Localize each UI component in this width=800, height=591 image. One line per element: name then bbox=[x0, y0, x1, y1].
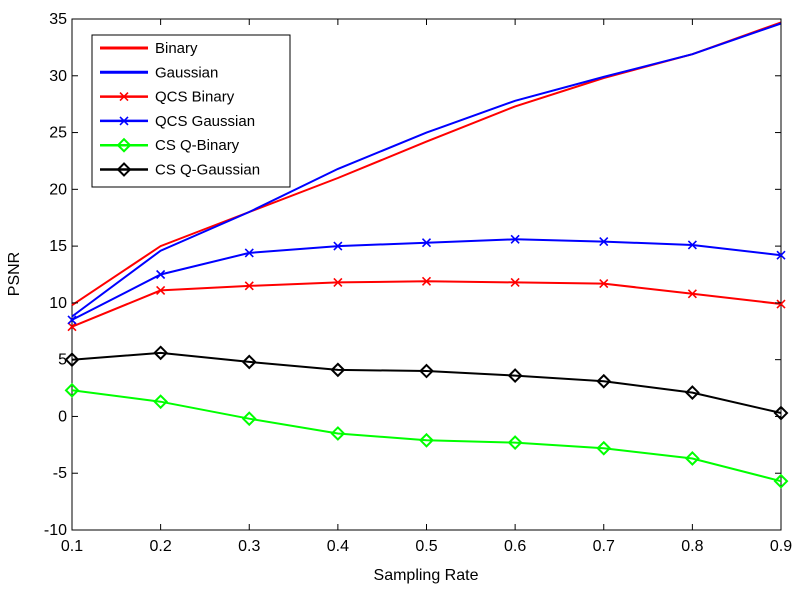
series-cs-q-binary bbox=[64, 382, 789, 489]
legend-marker bbox=[119, 92, 129, 102]
series-gaussian bbox=[71, 22, 782, 318]
legend-marker bbox=[119, 116, 129, 126]
x-axis-label: Sampling Rate bbox=[374, 567, 479, 584]
x-tick-label: 0.7 bbox=[593, 538, 615, 555]
series-line-cs-q-binary bbox=[71, 389, 782, 483]
legend-item-qcs-gaussian: QCS Gaussian bbox=[100, 113, 255, 130]
x-tick-label: 0.2 bbox=[150, 538, 172, 555]
y-tick-label: 15 bbox=[49, 238, 67, 255]
legend-item-qcs-binary: QCS Binary bbox=[100, 89, 235, 106]
data-point-qcs-gaussian bbox=[421, 238, 432, 248]
data-point-qcs-gaussian bbox=[244, 248, 254, 258]
y-tick-label: 5 bbox=[58, 352, 67, 369]
x-tick-label: 0.5 bbox=[415, 538, 437, 555]
x-tick-label: 0.4 bbox=[327, 538, 349, 555]
legend-item-binary: Binary bbox=[100, 40, 198, 57]
x-tick-label: 0.1 bbox=[61, 538, 83, 555]
data-point-qcs-gaussian bbox=[67, 315, 77, 325]
data-point-qcs-binary bbox=[244, 281, 254, 291]
legend-label: Gaussian bbox=[155, 64, 218, 81]
data-point-qcs-binary bbox=[67, 322, 77, 332]
data-point-qcs-binary bbox=[156, 285, 166, 295]
data-point-cs-q-gaussian bbox=[241, 354, 257, 370]
data-point-cs-q-gaussian bbox=[64, 352, 80, 368]
data-point-qcs-gaussian bbox=[687, 240, 697, 250]
series-layer bbox=[64, 21, 789, 489]
data-point-qcs-gaussian bbox=[510, 234, 520, 244]
data-point-cs-q-binary bbox=[64, 382, 80, 398]
y-tick-label: 30 bbox=[49, 68, 67, 85]
data-point-cs-q-gaussian bbox=[153, 345, 169, 361]
legend-box bbox=[91, 34, 291, 188]
data-point-cs-q-binary bbox=[684, 451, 700, 466]
data-point-qcs-binary bbox=[510, 277, 520, 288]
series-cs-q-gaussian bbox=[64, 345, 789, 421]
legend-marker bbox=[116, 162, 132, 177]
legend-marker bbox=[116, 137, 132, 153]
series-line-gaussian bbox=[71, 22, 782, 318]
legend-item-cs-q-gaussian: CS Q-Gaussian bbox=[100, 162, 260, 179]
series-qcs-gaussian bbox=[67, 234, 786, 325]
legend: Binary Gaussian QCS Binary QCS Gaussian CS Q… bbox=[91, 34, 291, 188]
y-tick-label: 20 bbox=[49, 181, 67, 198]
data-point-cs-q-binary bbox=[773, 473, 789, 489]
legend-label: CS Q-Binary bbox=[155, 137, 240, 154]
data-point-cs-q-gaussian bbox=[596, 373, 612, 389]
data-point-cs-q-binary bbox=[153, 394, 169, 410]
x-tick-label: 0.3 bbox=[238, 538, 260, 555]
y-tick-label: 10 bbox=[49, 295, 67, 312]
data-point-qcs-binary bbox=[421, 276, 432, 286]
data-point-cs-q-gaussian bbox=[773, 405, 789, 421]
series-line-cs-q-gaussian bbox=[71, 351, 782, 414]
data-point-qcs-binary bbox=[776, 299, 786, 309]
data-point-qcs-gaussian bbox=[333, 241, 343, 251]
legend-label: QCS Binary bbox=[155, 89, 235, 106]
data-point-qcs-gaussian bbox=[599, 237, 609, 247]
data-point-qcs-gaussian bbox=[156, 269, 166, 280]
data-point-cs-q-gaussian bbox=[507, 368, 523, 383]
y-tick-label: 0 bbox=[58, 408, 67, 425]
y-axis-label: PSNR bbox=[6, 252, 23, 296]
x-tick-label: 0.9 bbox=[770, 538, 792, 555]
y-tick-label: 25 bbox=[49, 125, 67, 142]
x-tick-label: 0.8 bbox=[681, 538, 703, 555]
data-point-qcs-binary bbox=[687, 289, 697, 299]
data-point-cs-q-gaussian bbox=[684, 385, 700, 401]
legend-label: CS Q-Gaussian bbox=[155, 162, 260, 179]
data-point-qcs-binary bbox=[333, 277, 343, 288]
data-point-cs-q-binary bbox=[596, 440, 612, 456]
legend-label: QCS Gaussian bbox=[155, 113, 255, 130]
series-qcs-binary bbox=[67, 276, 786, 332]
ticks-layer: 0.1 0.2 0.3 0.4 0.5 0.6 0.7 0.8 0.9 -10 -5 0 5 10 15 20… bbox=[44, 11, 792, 555]
x-tick-label: 0.6 bbox=[504, 538, 526, 555]
y-tick-label: -10 bbox=[44, 522, 67, 539]
data-point-qcs-binary bbox=[599, 279, 609, 289]
legend-item-cs-q-binary: CS Q-Binary bbox=[100, 137, 240, 154]
y-tick-label: -5 bbox=[53, 465, 67, 482]
y-tick-label: 35 bbox=[49, 11, 67, 28]
data-point-cs-q-binary bbox=[241, 411, 257, 427]
legend-items: Binary Gaussian QCS Binary QCS Gaussian CS Q… bbox=[100, 40, 260, 179]
legend-item-gaussian: Gaussian bbox=[100, 64, 218, 81]
data-point-cs-q-gaussian bbox=[330, 362, 346, 378]
data-point-cs-q-gaussian bbox=[419, 363, 434, 379]
data-point-cs-q-binary bbox=[507, 435, 523, 450]
data-point-cs-q-binary bbox=[419, 432, 434, 448]
legend-label: Binary bbox=[155, 40, 198, 57]
data-point-qcs-gaussian bbox=[776, 250, 786, 260]
data-point-cs-q-binary bbox=[330, 426, 346, 441]
